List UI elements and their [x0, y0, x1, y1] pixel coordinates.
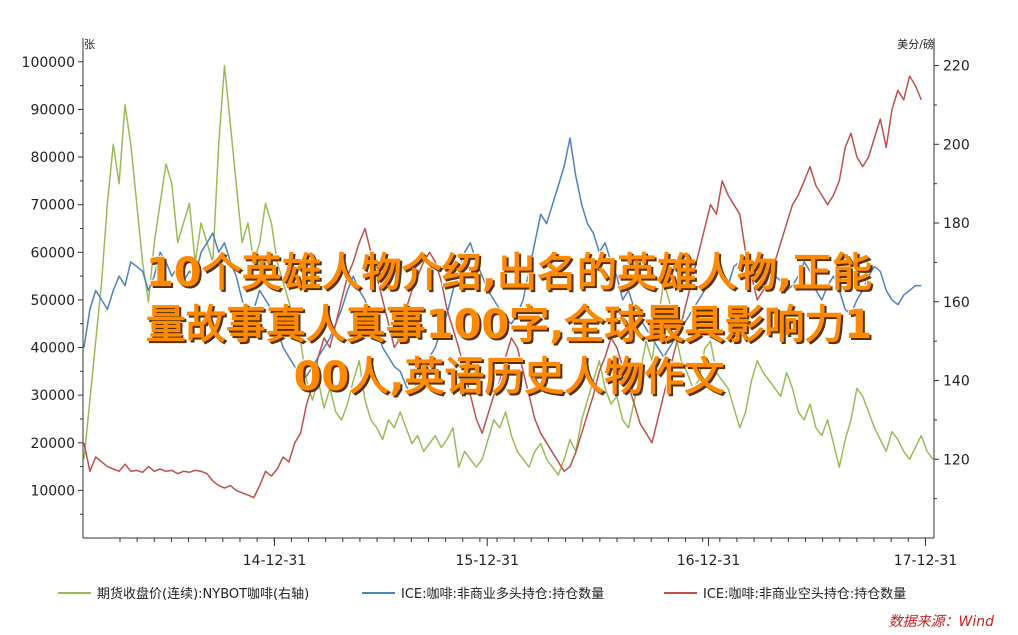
left-tick-label: 40000 [30, 341, 75, 357]
right-tick-label: 200 [943, 137, 970, 153]
x-axis: 14-12-31 15-12-31 16-12-31 17-12-31 [119, 538, 958, 569]
right-tick-label: 160 [943, 295, 970, 311]
left-tick-label: 70000 [30, 198, 75, 214]
left-tick-label: 100000 [22, 55, 75, 71]
left-tick-label: 60000 [30, 245, 75, 261]
left-axis-unit: 张 [84, 38, 95, 51]
left-tick-label: 30000 [30, 388, 75, 404]
right-tick-label: 140 [943, 374, 970, 390]
x-tick-label: 15-12-31 [455, 553, 519, 569]
left-tick-label: 10000 [30, 483, 75, 499]
plot-frame [82, 38, 935, 539]
source-label: 数据来源：Wind [889, 614, 995, 630]
right-tick-label: 120 [943, 452, 970, 468]
legend-label: ICE:咖啡:非商业空头持仓:持仓数量 [703, 587, 906, 602]
legend-label: ICE:咖啡:非商业多头持仓:持仓数量 [401, 586, 604, 602]
right-axis-unit: 美分/磅 [897, 37, 934, 51]
x-tick-label: 16-12-31 [677, 553, 741, 569]
series-line-3 [83, 75, 922, 499]
right-axis: 120 140 160 180 200 220 [934, 59, 970, 500]
series-line-1 [83, 64, 934, 476]
left-tick-label: 80000 [30, 150, 75, 166]
right-tick-label: 220 [943, 59, 970, 75]
left-tick-label: 50000 [30, 293, 75, 309]
left-tick-label: 20000 [30, 436, 75, 452]
legend: 期货收盘价(连续):NYBOT咖啡(右轴) ICE:咖啡:非商业多头持仓:持仓数量… [58, 586, 906, 602]
left-axis: 10000 20000 30000 40000 50000 60000 70000 80000… [22, 55, 83, 515]
series-line-2 [83, 137, 922, 396]
right-tick-label: 180 [943, 216, 970, 232]
x-tick-label: 17-12-31 [894, 553, 958, 569]
series-lines [83, 64, 934, 499]
left-tick-label: 90000 [30, 102, 75, 118]
x-tick-label: 14-12-31 [243, 553, 307, 569]
legend-label: 期货收盘价(连续):NYBOT咖啡(右轴) [97, 586, 309, 602]
